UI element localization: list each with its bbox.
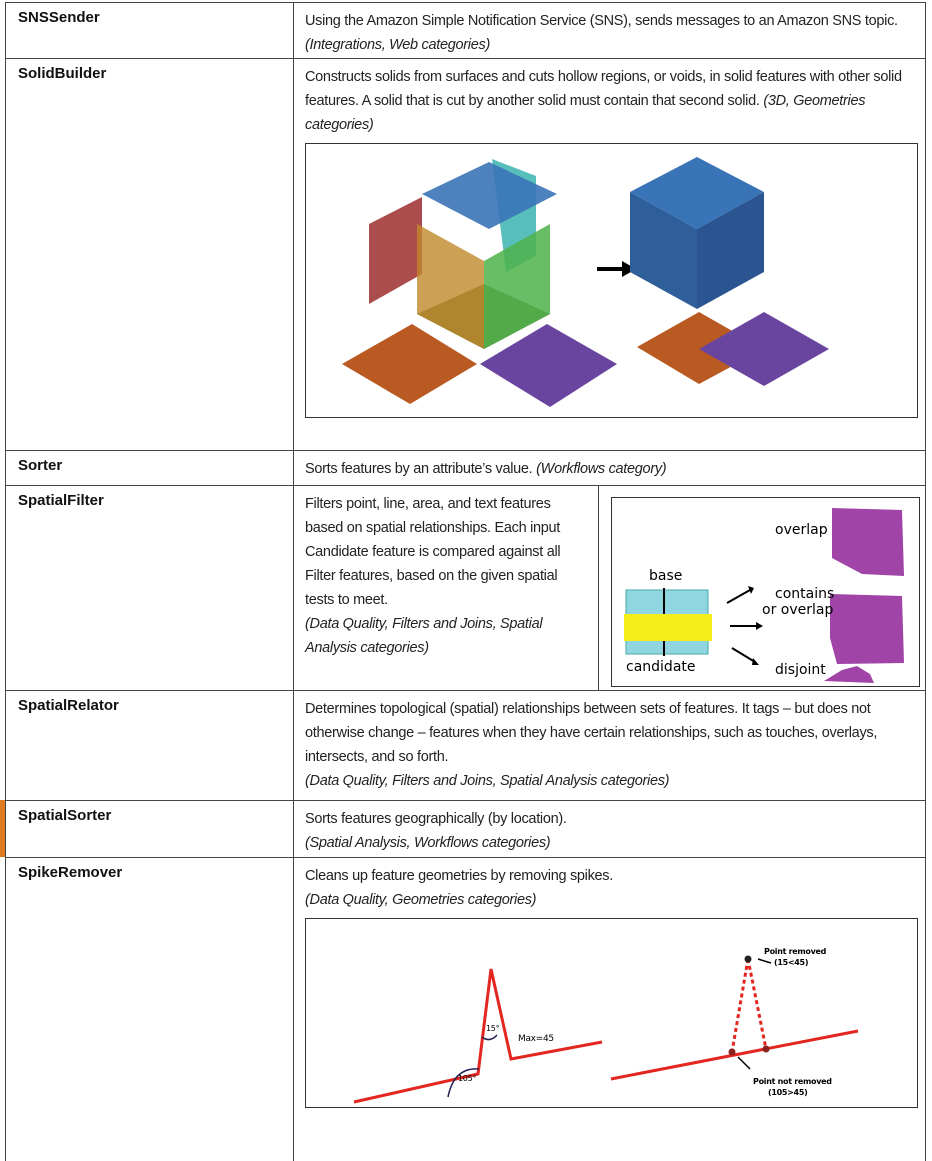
label: base [649,568,682,584]
label: Max=45 [518,1034,554,1044]
description-text: Cleans up feature geometries by removing… [305,868,613,884]
tool-name: SNSSender [18,9,100,26]
label: Point not removed [753,1077,832,1086]
label: 105° [458,1074,476,1083]
row: SpikeRemover Cleans up feature geometrie… [5,857,926,1161]
tool-name: SpatialSorter [18,807,112,824]
description-text: Sorts features geographically (by locati… [305,811,567,827]
label: contains [775,586,834,602]
description: Using the Amazon Simple Notification Ser… [293,3,925,58]
tool-name: SpatialRelator [18,697,119,714]
label: candidate [626,659,696,675]
description-text: Determines topological (spatial) relatio… [305,701,878,765]
row: SNSSender Using the Amazon Simple Notifi… [5,2,926,58]
label: (15<45) [774,958,808,967]
categories: (Spatial Analysis, Workflows categories) [305,835,551,851]
label: or overlap [762,602,833,618]
categories: (Workflows category) [536,461,667,477]
row: SolidBuilder Constructs solids from surf… [5,58,926,450]
tool-name: SpatialFilter [18,492,104,509]
description: Filters point, line, area, and text feat… [293,486,598,690]
categories: (3D, Geometries categories) [305,93,866,133]
tool-name: SolidBuilder [18,65,107,82]
label: disjoint [775,662,826,678]
categories: (Integrations, Web categories) [305,37,490,53]
description-text: Constructs solids from surfaces and cuts… [305,69,902,109]
tool-name: SpikeRemover [18,864,123,881]
categories: (Data Quality, Filters and Joins, Spatia… [305,773,670,789]
tool-name: Sorter [18,457,63,474]
description-text: Filters point, line, area, and text feat… [305,496,561,608]
side-tab [0,800,5,857]
row: SpatialSorter Sorts features geographica… [5,800,926,857]
description: Determines topological (spatial) relatio… [293,691,925,800]
figure-cell: overlap base contains or overlap candida… [598,486,929,690]
description: Sorts features by an attribute’s value. … [293,451,925,485]
row: SpatialRelator Determines topological (s… [5,690,926,800]
description: Cleans up feature geometries by removing… [293,858,929,1161]
categories: (Data Quality, Filters and Joins, Spatia… [305,616,543,656]
label: 15° [486,1024,500,1033]
description: Sorts features geographically (by locati… [293,801,925,857]
description: Constructs solids from surfaces and cuts… [293,59,929,450]
spatial-filter-figure: overlap base contains or overlap candida… [611,497,920,687]
solid-builder-figure [305,143,918,418]
categories: (Data Quality, Geometries categories) [305,892,537,908]
row: Sorter Sorts features by an attribute’s … [5,450,926,485]
spike-remover-figure: 15° 105° Max=45 Point removed (15<45) Po… [305,918,918,1108]
description-text: Sorts features by an attribute’s value. [305,461,533,477]
label: Point removed [764,947,827,956]
row: SpatialFilter Filters point, line, area,… [5,485,926,690]
description-text: Using the Amazon Simple Notification Ser… [305,13,898,29]
label: (105>45) [768,1088,807,1097]
label: overlap [775,522,828,538]
